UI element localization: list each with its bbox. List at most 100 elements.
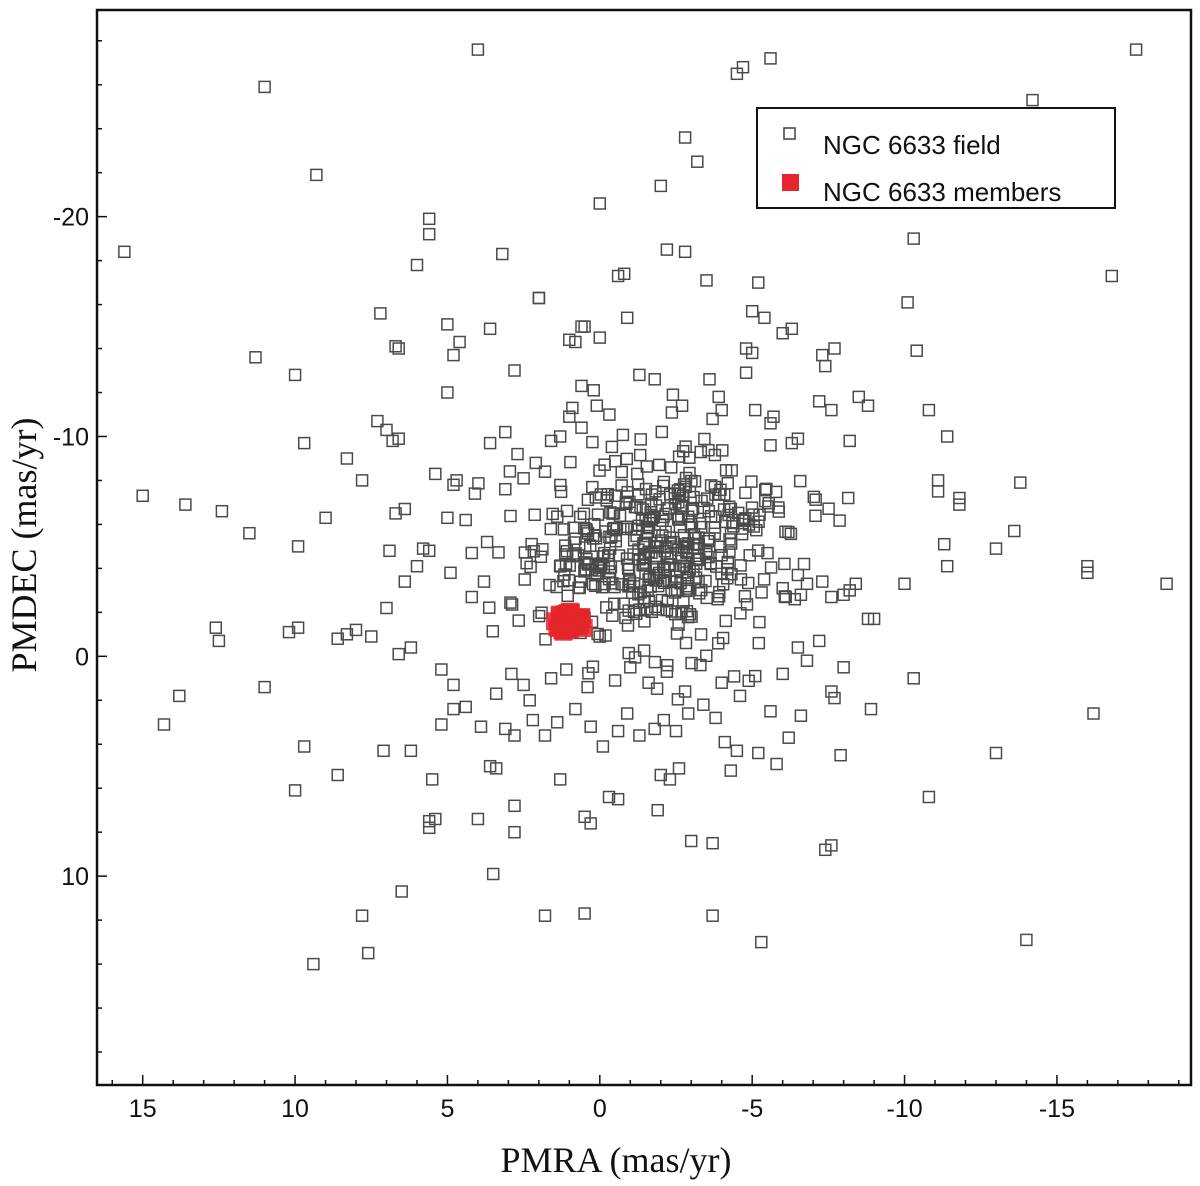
field-star-point: [517, 678, 530, 692]
field-star-point: [634, 433, 647, 446]
field-star-point: [755, 935, 768, 949]
field-star-point: [524, 560, 537, 574]
field-star-point: [472, 477, 485, 490]
field-star-point: [776, 667, 789, 681]
field-star-point: [907, 232, 920, 245]
field-star-point: [441, 511, 454, 525]
field-star-point: [593, 331, 607, 344]
field-star-point: [340, 452, 354, 465]
field-star-point: [989, 746, 1003, 760]
field-star-point: [517, 472, 530, 485]
field-star-point: [812, 395, 826, 408]
field-star-point: [678, 559, 691, 573]
field-star-point: [447, 348, 460, 362]
field-star-point: [650, 682, 664, 695]
field-star-point: [797, 557, 811, 571]
field-star-point: [648, 373, 661, 386]
field-star-point: [665, 406, 679, 419]
field-star-point: [474, 720, 488, 733]
field-star-point: [589, 579, 602, 593]
field-star-point: [307, 957, 320, 971]
field-star-point: [489, 687, 503, 700]
field-star-point: [512, 614, 525, 627]
field-star-point: [931, 474, 945, 487]
field-star-point: [922, 403, 936, 417]
field-star-point: [779, 525, 792, 538]
field-star-point: [355, 909, 369, 922]
field-star-point: [620, 707, 634, 720]
field-star-point: [550, 716, 564, 729]
field-star-point: [617, 267, 631, 281]
field-star-point: [499, 425, 512, 439]
field-star-point: [825, 685, 838, 698]
legend-marker-field: [783, 127, 796, 140]
field-star-point: [843, 434, 856, 448]
field-star-point: [672, 762, 686, 775]
field-star-point: [812, 634, 826, 648]
field-star-point: [459, 700, 472, 714]
field-star-point: [380, 601, 393, 615]
field-star-point: [718, 735, 732, 749]
field-star-point: [687, 531, 701, 545]
field-star-point: [648, 655, 662, 669]
field-star-point: [554, 478, 567, 492]
field-star-point: [755, 586, 768, 599]
field-star-point: [652, 603, 665, 616]
field-star-point: [584, 720, 597, 733]
field-star-point: [410, 258, 424, 272]
field-star-point: [602, 790, 616, 804]
field-star-point: [383, 544, 396, 558]
field-star-point: [721, 476, 734, 490]
field-star-point: [538, 909, 552, 922]
field-star-point: [355, 474, 369, 487]
field-star-point: [734, 607, 747, 620]
field-star-point: [718, 488, 731, 501]
field-star-point: [652, 566, 666, 580]
field-star-point: [639, 567, 652, 580]
field-star-point: [745, 475, 758, 488]
field-star-point: [683, 485, 697, 499]
field-star-point: [453, 335, 466, 349]
field-star-point: [654, 768, 668, 782]
field-star-point: [675, 399, 689, 412]
field-star-point: [288, 784, 302, 797]
field-star-point: [578, 907, 591, 920]
x-axis-title: PMRA (mas/yr): [500, 1140, 731, 1180]
field-star-point: [560, 504, 574, 518]
field-star-point: [586, 660, 600, 673]
field-star-point: [660, 665, 674, 678]
field-star-point: [465, 590, 479, 604]
field-star-point: [569, 335, 582, 349]
field-star-point: [637, 559, 651, 572]
field-star-point: [640, 460, 654, 473]
field-star-point: [809, 509, 822, 523]
field-star-point: [752, 636, 766, 650]
field-star-point: [683, 608, 697, 621]
field-star-point: [681, 707, 695, 720]
field-star-point: [671, 512, 685, 525]
field-star-point: [670, 627, 684, 640]
field-star-point: [604, 506, 617, 519]
field-star-point: [695, 494, 708, 508]
field-star-point: [748, 669, 762, 683]
field-star-point: [550, 580, 563, 594]
field-star-point: [1081, 559, 1094, 573]
field-star-point: [652, 458, 666, 472]
field-star-point: [864, 702, 878, 716]
field-star-point: [695, 583, 708, 597]
field-star-point: [291, 621, 305, 634]
field-star-point: [508, 825, 521, 839]
field-star-point: [685, 656, 698, 670]
field-star-point: [691, 155, 704, 168]
legend: NGC 6633 field NGC 6633 members: [756, 107, 1116, 209]
x-tick-label: -10: [886, 1095, 922, 1123]
field-star-point: [508, 799, 521, 813]
y-tick-label: -20: [53, 204, 89, 232]
field-star-point: [544, 522, 558, 536]
field-star-point: [575, 379, 588, 393]
field-star-point: [662, 558, 675, 571]
field-star-point: [642, 512, 656, 526]
field-star-point: [477, 575, 491, 588]
field-star-point: [825, 403, 838, 417]
field-star-point: [1008, 524, 1021, 538]
